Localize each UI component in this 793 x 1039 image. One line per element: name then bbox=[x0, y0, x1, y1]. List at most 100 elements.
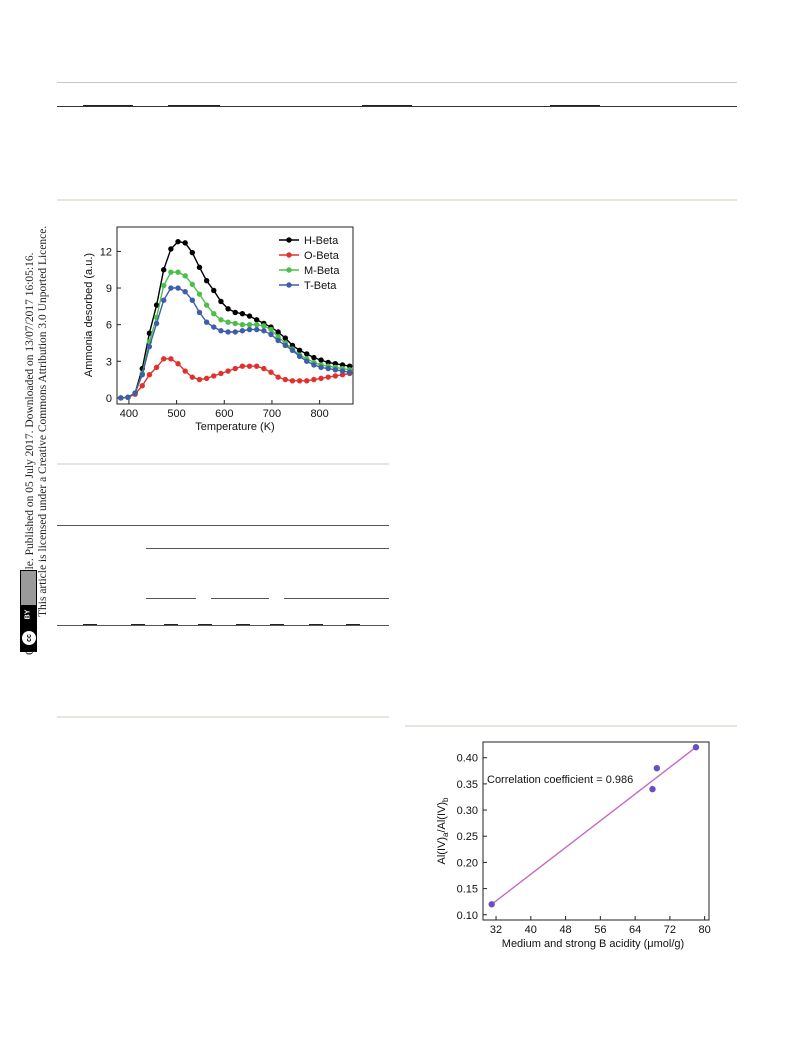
data-point-h-beta bbox=[232, 309, 238, 316]
data-point-t-beta bbox=[304, 358, 310, 364]
cc-by-badge[interactable]: BY cc bbox=[20, 570, 37, 652]
scatter-point bbox=[649, 785, 656, 793]
data-point-m-beta bbox=[246, 321, 253, 328]
data-point-o-beta bbox=[168, 356, 174, 362]
data-point-m-beta bbox=[261, 323, 267, 329]
y-tick-label: 9 bbox=[106, 283, 112, 295]
data-point-o-beta bbox=[182, 368, 188, 374]
y-axis-label: Al(IV)a/Al(IV)b bbox=[436, 797, 450, 865]
section-rule bbox=[405, 725, 737, 727]
y-tick-label: 6 bbox=[106, 320, 112, 332]
data-point-t-beta bbox=[153, 320, 160, 327]
table-underline bbox=[83, 624, 97, 625]
y-tick-label: 0.20 bbox=[457, 857, 478, 869]
data-point-t-beta bbox=[339, 368, 346, 374]
data-point-m-beta bbox=[232, 320, 238, 327]
data-point-h-beta bbox=[146, 330, 153, 336]
table-body-rule bbox=[57, 625, 389, 626]
y-tick-label: 12 bbox=[100, 246, 112, 258]
y-tick-label: 0.25 bbox=[457, 831, 478, 843]
table-underline bbox=[83, 105, 133, 106]
data-point-h-beta bbox=[275, 329, 281, 335]
data-point-o-beta bbox=[261, 365, 267, 372]
table-underline bbox=[131, 624, 145, 625]
table-underline bbox=[236, 624, 250, 625]
data-point-m-beta bbox=[203, 302, 210, 308]
data-point-m-beta bbox=[175, 269, 181, 275]
data-point-t-beta bbox=[125, 394, 131, 400]
table-underline bbox=[346, 624, 360, 625]
data-point-t-beta bbox=[146, 343, 153, 350]
data-point-o-beta bbox=[318, 375, 324, 382]
data-point-o-beta bbox=[232, 365, 238, 372]
data-point-o-beta bbox=[196, 376, 203, 383]
data-point-t-beta bbox=[282, 342, 288, 349]
legend-marker-h-beta bbox=[286, 237, 292, 243]
data-point-o-beta bbox=[203, 375, 210, 382]
table-underline bbox=[164, 624, 178, 625]
badge-grey-block bbox=[21, 571, 36, 605]
table-subheader-rule bbox=[284, 598, 389, 599]
data-point-o-beta bbox=[225, 368, 231, 374]
section-rule bbox=[57, 716, 389, 718]
data-point-t-beta bbox=[318, 364, 324, 371]
data-point-o-beta bbox=[218, 370, 224, 377]
section-rule bbox=[57, 463, 389, 465]
data-point-m-beta bbox=[268, 326, 274, 333]
cc-icon: cc bbox=[22, 631, 36, 645]
data-point-m-beta bbox=[182, 273, 188, 279]
data-point-t-beta bbox=[232, 329, 238, 335]
scatter-point bbox=[692, 744, 700, 751]
y-tick-label: 0.35 bbox=[457, 779, 478, 791]
x-tick-label: 400 bbox=[120, 408, 138, 420]
data-point-h-beta bbox=[246, 313, 253, 319]
license-line[interactable]: This article is licensed under a Creativ… bbox=[37, 225, 49, 617]
legend-marker-o-beta bbox=[286, 252, 292, 258]
data-point-h-beta bbox=[153, 302, 160, 308]
section-rule bbox=[57, 199, 737, 201]
data-point-o-beta bbox=[139, 382, 145, 389]
table-underline bbox=[270, 624, 284, 625]
data-point-o-beta bbox=[296, 378, 303, 384]
data-point-h-beta bbox=[175, 238, 181, 245]
y-tick-label: 0 bbox=[106, 393, 112, 405]
data-point-t-beta bbox=[289, 347, 296, 353]
data-point-h-beta bbox=[182, 240, 188, 246]
legend-marker-m-beta bbox=[286, 267, 292, 273]
data-point-m-beta bbox=[218, 317, 224, 323]
table-top-rule bbox=[57, 525, 389, 526]
data-point-o-beta bbox=[246, 363, 253, 369]
data-point-t-beta bbox=[161, 297, 167, 303]
data-point-h-beta bbox=[196, 264, 203, 270]
data-point-o-beta bbox=[239, 363, 246, 369]
data-point-t-beta bbox=[275, 337, 281, 344]
data-point-h-beta bbox=[296, 347, 303, 353]
legend-label-h-beta: H-Beta bbox=[304, 235, 339, 247]
x-axis-label: Temperature (K) bbox=[195, 421, 274, 433]
data-point-h-beta bbox=[239, 310, 246, 317]
data-point-h-beta bbox=[218, 298, 224, 305]
x-tick-label: 700 bbox=[263, 408, 281, 420]
data-point-h-beta bbox=[225, 306, 231, 312]
data-point-h-beta bbox=[203, 278, 210, 284]
table-subheader-rule bbox=[146, 598, 196, 599]
data-point-h-beta bbox=[304, 351, 310, 357]
x-tick-label: 600 bbox=[215, 408, 233, 420]
data-point-h-beta bbox=[161, 267, 167, 273]
data-point-h-beta bbox=[318, 357, 324, 363]
data-point-m-beta bbox=[161, 282, 167, 289]
data-point-o-beta bbox=[253, 363, 260, 369]
x-tick-label: 500 bbox=[167, 408, 185, 420]
y-tick-label: 0.30 bbox=[457, 805, 478, 817]
table-header-rule bbox=[146, 548, 389, 549]
x-tick-label: 40 bbox=[525, 924, 537, 936]
data-point-t-beta bbox=[253, 326, 260, 333]
data-point-o-beta bbox=[304, 378, 310, 384]
data-point-o-beta bbox=[282, 376, 288, 383]
legend-label-m-beta: M-Beta bbox=[304, 265, 340, 277]
x-tick-label: 48 bbox=[559, 924, 571, 936]
data-point-o-beta bbox=[189, 374, 196, 380]
data-point-t-beta bbox=[332, 367, 339, 373]
data-point-t-beta bbox=[211, 324, 217, 330]
y-tick-label: 0.15 bbox=[457, 884, 478, 896]
